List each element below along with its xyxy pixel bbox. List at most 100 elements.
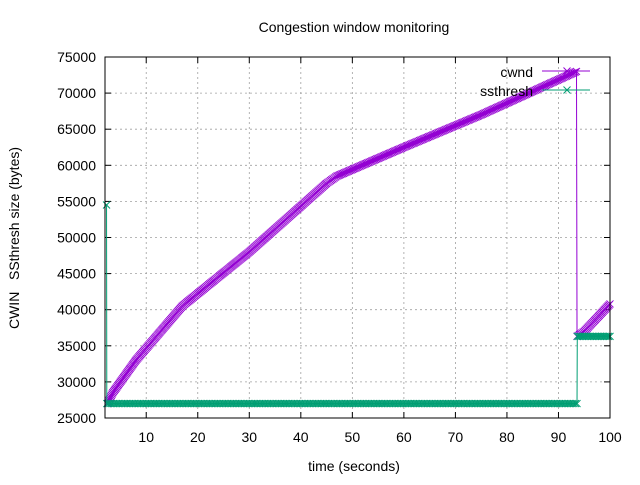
data-point-cwnd-b — [363, 158, 372, 167]
data-point-cwnd-b — [376, 153, 385, 162]
data-point-cwnd-b — [351, 164, 359, 173]
data-point-cwnd — [380, 151, 389, 160]
data-point-cwnd — [410, 138, 419, 147]
y-tick-label: 25000 — [57, 410, 96, 426]
series-cwnd — [103, 67, 614, 408]
data-point-cwnd — [348, 165, 357, 174]
legend: cwnd ssthresh — [480, 64, 590, 99]
data-point-cwnd — [443, 125, 451, 133]
data-point-cwnd — [335, 171, 344, 179]
y-tick-label: 40000 — [57, 302, 96, 318]
legend-marker-ssthresh — [563, 86, 571, 94]
data-point-cwnd-b — [417, 136, 425, 144]
data-point-cwnd — [389, 147, 398, 156]
x-axis-label: time (seconds) — [308, 458, 400, 474]
data-point-cwnd-b — [420, 134, 429, 143]
data-point-cwnd-b — [474, 112, 483, 120]
data-point-cwnd-b — [455, 120, 463, 128]
data-point-cwnd — [424, 132, 433, 141]
legend-marker-x-cwnd-b — [563, 67, 571, 75]
x-tick-label: 50 — [345, 429, 361, 445]
data-point-cwnd-b — [439, 126, 448, 135]
data-point-cwnd-b — [391, 147, 399, 155]
data-point-cwnd-b — [389, 147, 398, 156]
data-point-cwnd-b — [456, 119, 465, 128]
data-point-cwnd-b — [457, 119, 466, 127]
data-point-cwnd — [439, 126, 448, 135]
data-point-cwnd-b — [352, 163, 361, 172]
data-point-cwnd — [470, 113, 479, 122]
data-point-cwnd — [406, 140, 415, 149]
data-point-cwnd-b — [470, 113, 479, 122]
series-ssthresh — [102, 201, 614, 408]
data-point-cwnd-b — [451, 121, 459, 130]
data-point-cwnd — [334, 171, 343, 180]
data-point-cwnd-b — [361, 160, 370, 168]
data-point-cwnd-b — [472, 113, 480, 121]
data-point-cwnd — [336, 170, 345, 179]
data-point-cwnd — [371, 155, 380, 164]
data-point-cwnd — [448, 123, 457, 131]
data-point-cwnd — [465, 115, 474, 124]
data-point-cwnd — [376, 153, 385, 162]
legend-entry-cwnd: cwnd — [500, 64, 590, 80]
data-point-ssthresh — [573, 399, 581, 408]
data-point-cwnd — [405, 141, 413, 149]
data-point-cwnd-b — [449, 122, 458, 131]
data-point-cwnd-b — [379, 152, 388, 160]
x-tick-label: 10 — [138, 429, 154, 445]
data-point-cwnd-b — [409, 139, 417, 148]
data-point-cwnd — [381, 151, 390, 159]
data-point-cwnd-b — [410, 138, 419, 147]
data-point-cwnd — [440, 126, 449, 135]
data-point-cwnd — [356, 162, 364, 170]
data-point-ssthresh — [102, 201, 111, 209]
data-point-cwnd-b — [347, 166, 355, 174]
data-point-cwnd-b — [385, 149, 394, 158]
data-point-cwnd — [360, 160, 368, 169]
data-point-cwnd — [415, 136, 424, 145]
data-point-ssthresh-b — [573, 399, 581, 408]
data-point-cwnd — [472, 113, 480, 121]
data-point-cwnd-b — [397, 144, 406, 153]
data-point-cwnd-b — [435, 128, 444, 137]
data-point-ssthresh-b — [569, 399, 578, 408]
data-point-cwnd-b — [406, 140, 415, 149]
data-point-ssthresh-b — [602, 332, 611, 341]
data-point-cwnd-b — [432, 129, 441, 138]
data-point-cwnd-b — [453, 120, 462, 129]
data-point-cwnd-b — [375, 153, 384, 162]
data-point-cwnd — [438, 127, 446, 136]
data-point-cwnd — [401, 142, 410, 151]
data-point-cwnd — [473, 112, 482, 121]
chart-title: Congestion window monitoring — [259, 19, 450, 35]
data-point-cwnd — [423, 133, 432, 142]
data-point-cwnd-b — [383, 150, 391, 159]
data-point-cwnd — [402, 142, 411, 151]
data-point-cwnd — [456, 119, 465, 128]
data-point-cwnd-b — [366, 157, 375, 166]
data-point-cwnd-b — [338, 170, 346, 178]
data-point-cwnd — [372, 155, 381, 163]
data-point-cwnd — [451, 121, 459, 130]
data-point-cwnd-b — [434, 129, 442, 137]
data-point-cwnd — [466, 115, 475, 124]
data-point-cwnd — [444, 124, 453, 133]
legend-label-ssthresh: ssthresh — [480, 83, 533, 99]
x-tick-label: 100 — [598, 429, 622, 445]
data-point-cwnd — [342, 168, 350, 177]
data-point-cwnd-b — [358, 161, 367, 169]
data-point-cwnd — [385, 149, 394, 158]
data-point-cwnd-b — [431, 130, 440, 138]
data-point-cwnd-b — [461, 117, 470, 126]
data-point-cwnd-b — [476, 111, 484, 120]
y-tick-label: 65000 — [57, 121, 96, 137]
data-point-cwnd — [365, 158, 373, 167]
data-point-cwnd-b — [466, 115, 475, 124]
data-point-cwnd-b — [340, 168, 349, 177]
data-point-cwnd-b — [398, 143, 407, 152]
data-point-cwnd-b — [345, 166, 354, 175]
legend-marker-x-ssthresh — [563, 86, 571, 94]
data-point-cwnd-b — [378, 152, 386, 161]
